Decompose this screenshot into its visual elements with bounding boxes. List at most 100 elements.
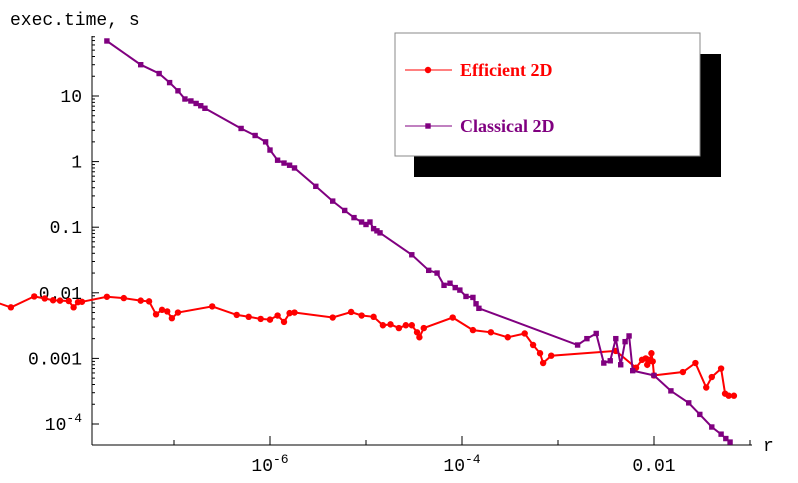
data-point xyxy=(370,313,377,321)
data-point xyxy=(718,431,724,437)
data-point xyxy=(727,439,733,445)
y-tick-label: 0.001 xyxy=(28,350,82,370)
data-point xyxy=(274,157,281,163)
legend-label: Efficient 2D xyxy=(460,60,552,80)
data-point xyxy=(330,198,336,204)
data-point xyxy=(198,103,204,109)
data-point xyxy=(504,334,512,341)
data-point xyxy=(358,312,365,319)
data-point xyxy=(470,294,476,301)
data-point xyxy=(420,324,427,332)
data-point xyxy=(262,139,269,145)
data-point xyxy=(379,322,387,329)
data-point xyxy=(723,435,729,442)
data-point xyxy=(449,314,456,321)
data-point xyxy=(709,424,715,430)
data-point xyxy=(233,311,240,319)
data-point xyxy=(347,308,355,316)
legend-label: Classical 2D xyxy=(460,116,555,136)
data-point xyxy=(257,315,264,323)
data-point xyxy=(274,312,281,319)
data-point xyxy=(70,304,77,311)
data-point xyxy=(209,303,216,310)
data-point xyxy=(367,219,373,225)
data-point xyxy=(434,270,440,276)
data-point xyxy=(313,183,319,190)
data-point xyxy=(521,330,528,337)
data-point xyxy=(409,252,415,258)
data-point xyxy=(725,392,732,399)
data-point xyxy=(158,306,166,314)
data-point xyxy=(574,342,581,348)
data-point xyxy=(377,230,383,236)
data-point xyxy=(245,313,252,321)
data-point xyxy=(536,350,544,357)
data-point xyxy=(679,368,687,376)
data-point xyxy=(351,214,357,221)
data-point xyxy=(252,132,258,139)
data-point xyxy=(408,322,416,329)
data-point xyxy=(463,293,469,300)
data-point xyxy=(441,282,447,289)
y-tick-label: 10-4 xyxy=(45,411,82,436)
data-point xyxy=(487,329,495,336)
data-point xyxy=(703,384,710,391)
data-point xyxy=(281,160,287,166)
data-point xyxy=(168,315,176,322)
y-axis-label: exec.time, s xyxy=(10,11,140,31)
data-point xyxy=(358,219,365,225)
data-point xyxy=(286,162,293,168)
data-point xyxy=(31,293,38,300)
data-point xyxy=(291,309,298,316)
data-point xyxy=(630,367,636,374)
data-point xyxy=(539,359,547,367)
data-point xyxy=(584,335,590,342)
data-point xyxy=(166,79,173,86)
data-point xyxy=(529,341,537,349)
data-point xyxy=(41,295,48,302)
legend-marker xyxy=(424,66,432,74)
data-point xyxy=(607,358,613,364)
data-point xyxy=(65,297,72,305)
x-tick-label: 10-6 xyxy=(251,452,288,477)
data-point xyxy=(426,267,432,274)
data-point xyxy=(363,221,369,228)
data-point xyxy=(164,308,171,315)
legend-marker xyxy=(425,123,431,129)
data-point xyxy=(104,38,110,44)
data-point xyxy=(626,333,632,339)
data-point xyxy=(697,411,703,418)
data-point xyxy=(49,297,57,304)
data-point xyxy=(152,311,160,318)
y-tick-label: 0.1 xyxy=(50,219,82,239)
y-tick-label: 1 xyxy=(71,154,82,174)
data-point xyxy=(402,322,410,329)
x-tick-label: 10-4 xyxy=(443,452,480,477)
data-point xyxy=(174,309,182,316)
data-point xyxy=(103,293,111,300)
data-point xyxy=(548,352,555,359)
data-point xyxy=(182,96,188,102)
data-point xyxy=(413,329,421,336)
data-point xyxy=(473,301,479,307)
data-point xyxy=(7,304,15,311)
legend: Efficient 2D Classical 2D xyxy=(394,32,721,177)
data-point xyxy=(618,362,624,368)
series-classical-2d xyxy=(104,38,733,445)
data-point xyxy=(476,305,482,312)
data-point xyxy=(708,373,715,381)
data-point xyxy=(730,392,738,399)
data-point xyxy=(717,365,725,372)
data-point xyxy=(692,359,699,367)
data-point xyxy=(78,298,86,305)
data-point xyxy=(266,316,274,323)
data-point xyxy=(267,147,273,153)
data-point xyxy=(280,318,288,326)
data-point xyxy=(286,309,293,317)
x-axis-label: r xyxy=(763,437,774,457)
data-point xyxy=(137,297,144,304)
data-point xyxy=(238,125,244,132)
data-point xyxy=(156,70,162,77)
data-point xyxy=(395,324,403,332)
